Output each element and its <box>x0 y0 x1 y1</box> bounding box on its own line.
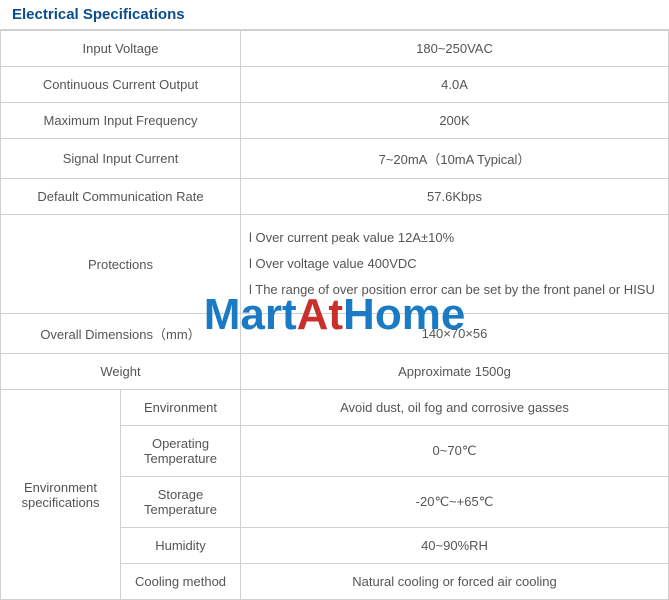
env-optemp-label: Operating Temperature <box>121 426 241 477</box>
signal-current-label: Signal Input Current <box>1 139 241 179</box>
weight-label: Weight <box>1 354 241 390</box>
input-voltage-value: 180~250VAC <box>241 31 669 67</box>
env-storage-label: Storage Temperature <box>121 477 241 528</box>
env-cooling-label: Cooling method <box>121 564 241 600</box>
protections-label: Protections <box>1 215 241 314</box>
env-storage-value: -20℃~+65℃ <box>241 477 669 528</box>
table-row: Continuous Current Output 4.0A <box>1 67 669 103</box>
dimensions-label: Overall Dimensions（mm） <box>1 314 241 354</box>
table-row: Default Communication Rate 57.6Kbps <box>1 179 669 215</box>
protections-line2: l Over voltage value 400VDC <box>249 251 660 277</box>
table-row: Environment specifications Environment A… <box>1 390 669 426</box>
max-freq-label: Maximum Input Frequency <box>1 103 241 139</box>
protections-line3: l The range of over position error can b… <box>249 277 660 303</box>
dimensions-value: 140×70×56 <box>241 314 669 354</box>
protections-value: l Over current peak value 12A±10% l Over… <box>241 215 669 314</box>
env-cooling-value: Natural cooling or forced air cooling <box>241 564 669 600</box>
section-heading: Electrical Specifications <box>0 0 669 30</box>
table-row: Signal Input Current 7~20mA（10mA Typical… <box>1 139 669 179</box>
env-optemp-value: 0~70℃ <box>241 426 669 477</box>
max-freq-value: 200K <box>241 103 669 139</box>
spec-table: Input Voltage 180~250VAC Continuous Curr… <box>0 30 669 600</box>
cont-current-label: Continuous Current Output <box>1 67 241 103</box>
cont-current-value: 4.0A <box>241 67 669 103</box>
input-voltage-label: Input Voltage <box>1 31 241 67</box>
table-row: Weight Approximate 1500g <box>1 354 669 390</box>
env-humidity-label: Humidity <box>121 528 241 564</box>
table-row: Input Voltage 180~250VAC <box>1 31 669 67</box>
env-environment-value: Avoid dust, oil fog and corrosive gasses <box>241 390 669 426</box>
weight-value: Approximate 1500g <box>241 354 669 390</box>
table-row: Protections l Over current peak value 12… <box>1 215 669 314</box>
table-row: Overall Dimensions（mm） 140×70×56 <box>1 314 669 354</box>
env-spec-label: Environment specifications <box>1 390 121 600</box>
protections-line1: l Over current peak value 12A±10% <box>249 225 660 251</box>
env-environment-label: Environment <box>121 390 241 426</box>
env-humidity-value: 40~90%RH <box>241 528 669 564</box>
comm-rate-label: Default Communication Rate <box>1 179 241 215</box>
comm-rate-value: 57.6Kbps <box>241 179 669 215</box>
signal-current-value: 7~20mA（10mA Typical） <box>241 139 669 179</box>
table-row: Maximum Input Frequency 200K <box>1 103 669 139</box>
